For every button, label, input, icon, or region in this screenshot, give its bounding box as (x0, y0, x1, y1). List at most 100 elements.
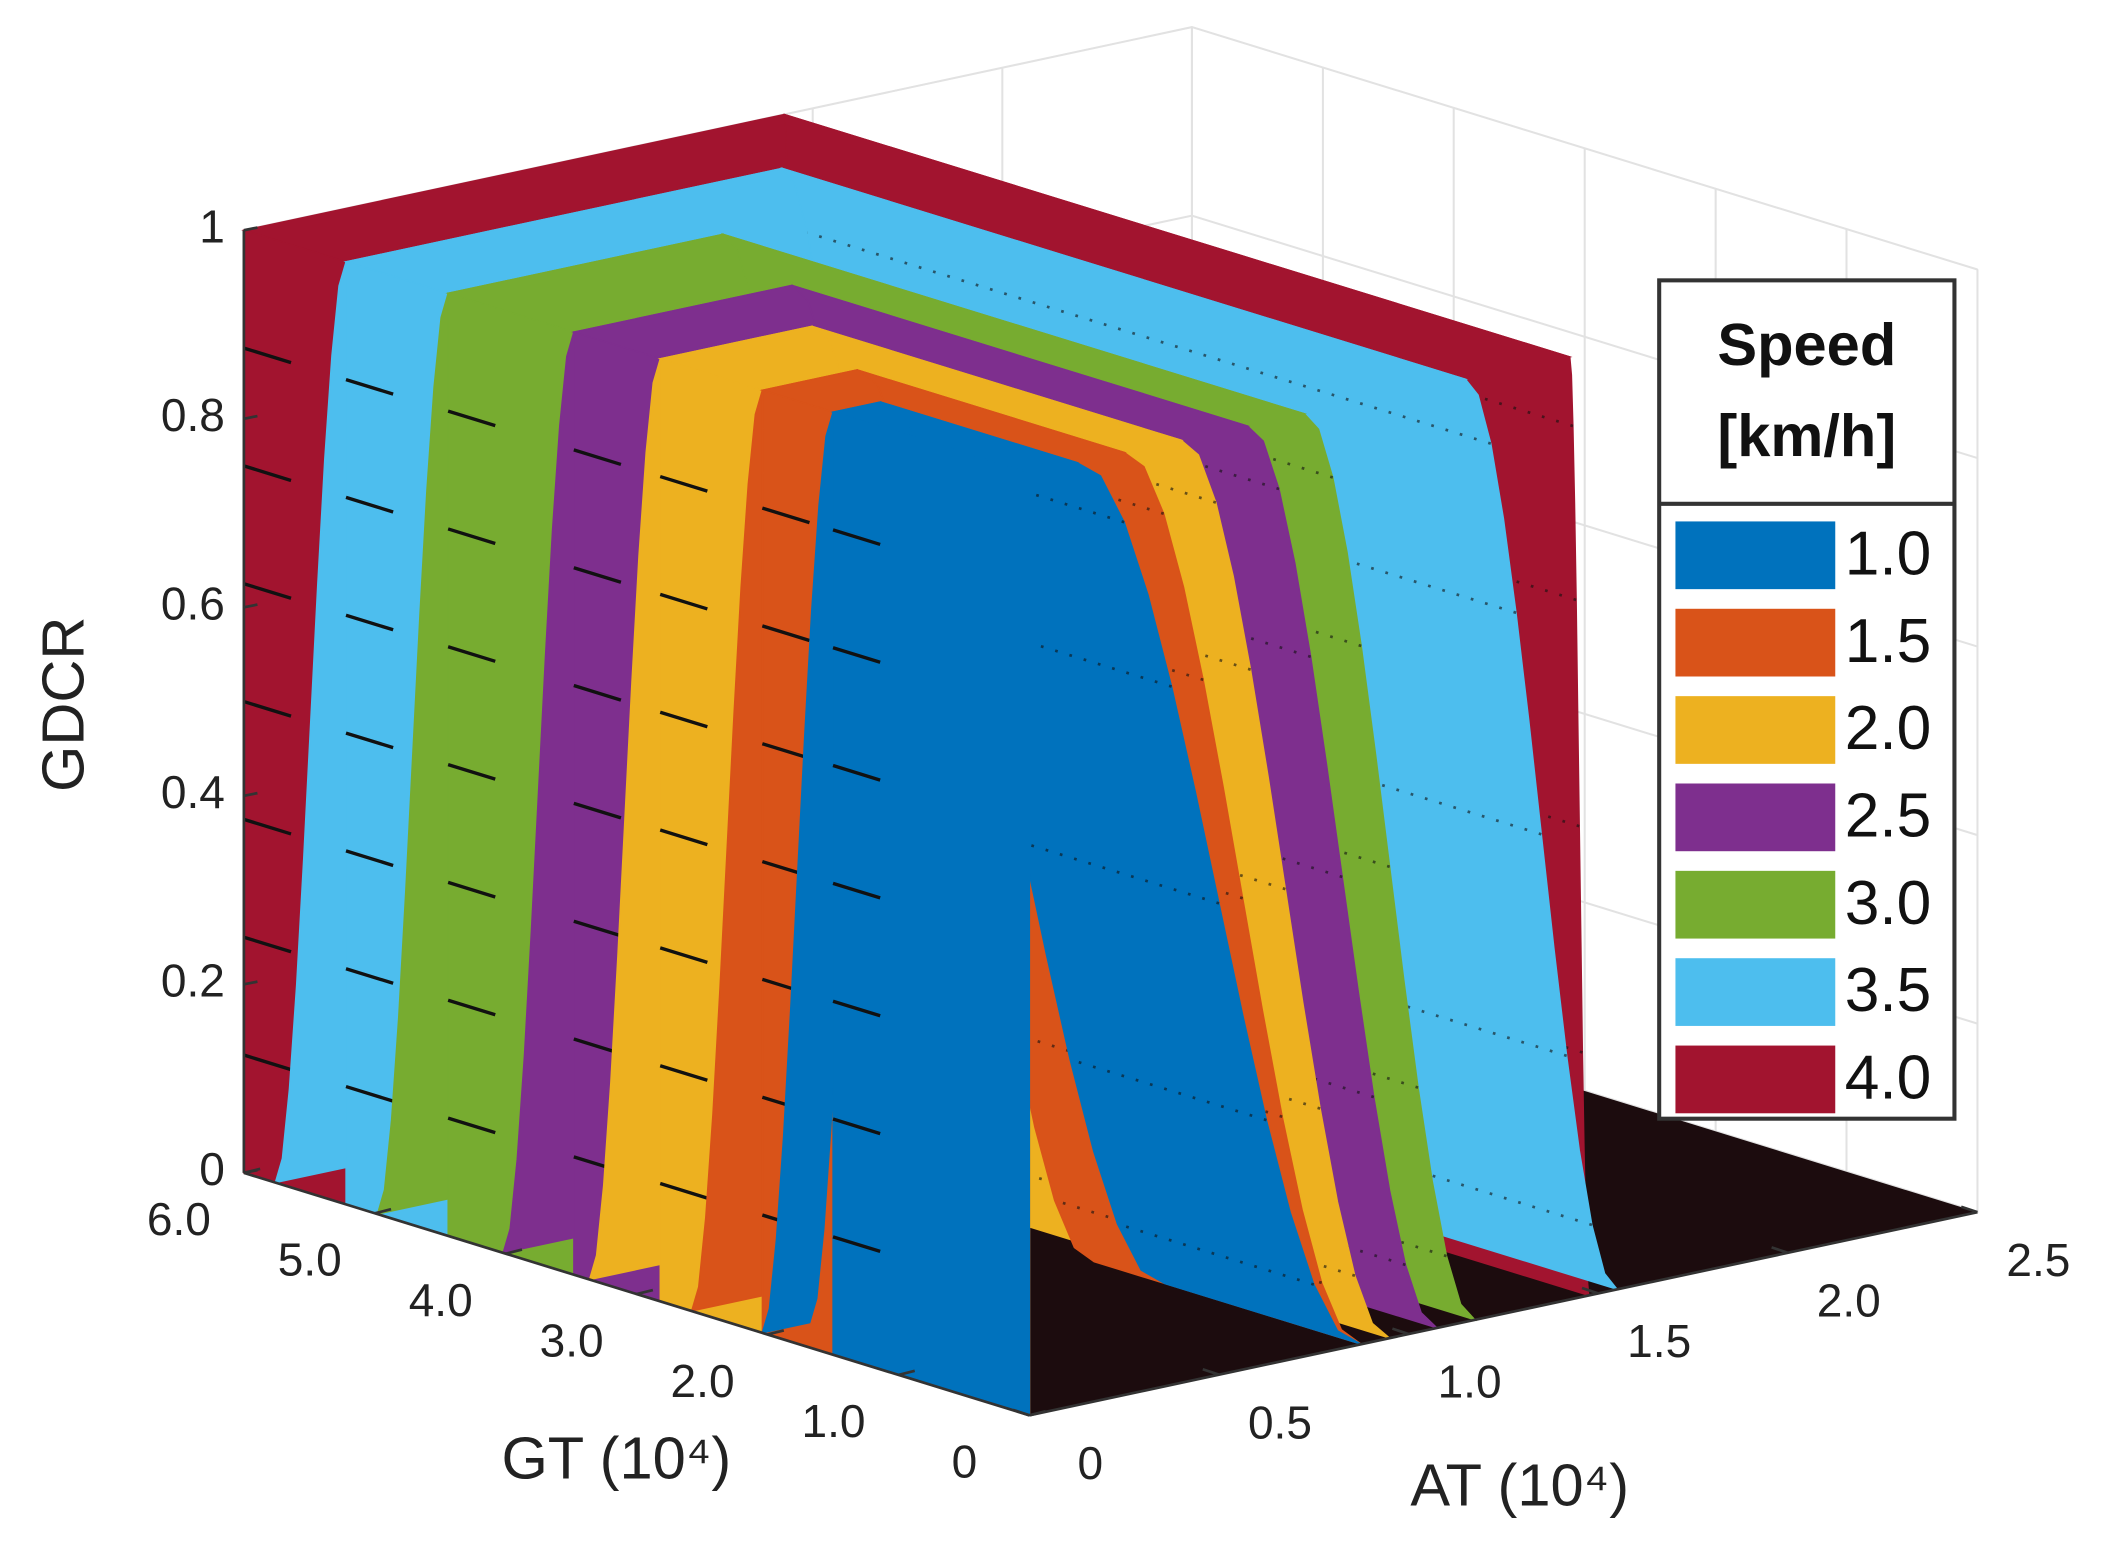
surface-mesh (345, 377, 394, 396)
surface-mesh (832, 763, 881, 782)
x-tick-label: 3.0 (540, 1314, 604, 1366)
surface-mesh (659, 474, 708, 493)
surface-mesh (447, 880, 496, 899)
surface-mesh (659, 710, 708, 729)
surface-mesh (659, 1181, 708, 1200)
surface-mesh (447, 762, 496, 781)
surface-front (832, 411, 1031, 1417)
legend-swatch (1675, 1045, 1836, 1114)
axes: 00.20.40.60.8101.02.03.04.05.06.000.51.0… (147, 200, 2071, 1489)
legend-swatch (1675, 521, 1836, 590)
surface-mesh (761, 742, 810, 760)
surface-mesh (345, 731, 394, 750)
surface-mesh (659, 1064, 708, 1082)
surface-mesh (832, 881, 881, 900)
x-tick-label: 0 (952, 1436, 978, 1488)
z-tick-label: 0.2 (161, 955, 225, 1007)
surface-mesh (345, 495, 394, 514)
surface-mesh (243, 817, 292, 836)
x-tick (243, 1167, 261, 1175)
z-tick (243, 791, 258, 798)
surface-mesh (345, 967, 394, 985)
legend-swatch (1675, 870, 1836, 939)
x-tick (898, 1369, 916, 1377)
z-tick (243, 603, 258, 609)
y-axis (1029, 1210, 1978, 1417)
x-tick (505, 1248, 523, 1255)
surface-mesh (243, 346, 292, 365)
y-tick (1960, 1205, 1978, 1214)
z-tick-label: 0.4 (161, 766, 225, 818)
z-axis-title: GDCR (30, 617, 97, 792)
y-tick-label: 0.5 (1248, 1396, 1312, 1448)
surface-mesh (447, 998, 496, 1017)
y-tick (1771, 1246, 1789, 1255)
surface-mesh (447, 1116, 496, 1135)
surface-mesh (659, 592, 708, 611)
x-tick-label: 6.0 (147, 1193, 211, 1245)
surface-mesh (243, 582, 292, 600)
y-tick-label: 1.0 (1438, 1356, 1502, 1408)
legend-title: Speed (1717, 311, 1896, 378)
surface-mesh (573, 448, 622, 467)
surface-mesh (573, 801, 622, 820)
surface-mesh (243, 1053, 292, 1072)
surface-mesh (573, 919, 622, 938)
x-tick (767, 1329, 785, 1336)
surface-mesh (573, 566, 622, 584)
legend-swatch (1675, 958, 1836, 1026)
surface-mesh (806, 231, 1492, 445)
z-tick-label: 0 (199, 1143, 225, 1195)
y-tick (1202, 1367, 1220, 1376)
z-tick (243, 980, 258, 986)
x-tick (636, 1288, 654, 1296)
x-axis-title: GT (10⁴) (501, 1424, 731, 1491)
surface-mesh (832, 528, 881, 547)
x-tick-label: 5.0 (278, 1234, 342, 1286)
surface-mesh (447, 409, 496, 428)
surface-mesh (659, 946, 708, 965)
surface-mesh (832, 1117, 881, 1136)
y-tick-label: 1.5 (1627, 1315, 1691, 1367)
z-tick (243, 226, 258, 232)
legend-label: 1.5 (1845, 607, 1932, 676)
y-tick-label: 2.5 (2006, 1234, 2070, 1286)
surfaces (241, 113, 1620, 1417)
surface-mesh (243, 935, 292, 954)
surface-mesh (573, 683, 622, 702)
surface-mesh (447, 645, 496, 663)
surface-mesh (832, 999, 881, 1018)
surface-mesh (896, 429, 1165, 516)
x-tick (374, 1207, 392, 1215)
legend-label: 3.0 (1845, 869, 1932, 938)
legend-swatch (1675, 783, 1836, 852)
x-tick-label: 1.0 (801, 1395, 865, 1447)
x-tick-label: 2.0 (671, 1355, 735, 1407)
surface-mesh (345, 613, 394, 632)
legend: Speed [km/h] 1.0 1.5 2.0 2.5 3.0 3.5 4.0 (1657, 278, 1957, 1121)
y-tick (1012, 1408, 1030, 1417)
z-tick-label: 1 (199, 200, 225, 252)
legend-swatch (1675, 608, 1836, 677)
legend-label: 2.5 (1845, 782, 1932, 851)
legend-label: 2.0 (1845, 694, 1932, 763)
surface-mesh (832, 1235, 881, 1254)
z-tick (243, 414, 258, 421)
surface-mesh (345, 1084, 394, 1103)
y-tick (1581, 1286, 1599, 1295)
legend-label: 3.5 (1845, 956, 1932, 1025)
surface-mesh (243, 699, 292, 718)
surface-mesh (832, 646, 881, 664)
surface-mesh (243, 464, 292, 483)
surface-mesh (345, 849, 394, 868)
z-tick-label: 0.8 (161, 389, 225, 441)
x-tick-label: 4.0 (409, 1274, 473, 1326)
legend-swatch (1675, 696, 1836, 764)
legend-title: [km/h] (1717, 402, 1896, 469)
y-axis-title: AT (10⁴) (1410, 1452, 1629, 1519)
legend-label: 4.0 (1845, 1044, 1932, 1113)
y-tick-label: 0 (1078, 1437, 1104, 1489)
y-tick-label: 2.0 (1817, 1274, 1881, 1326)
